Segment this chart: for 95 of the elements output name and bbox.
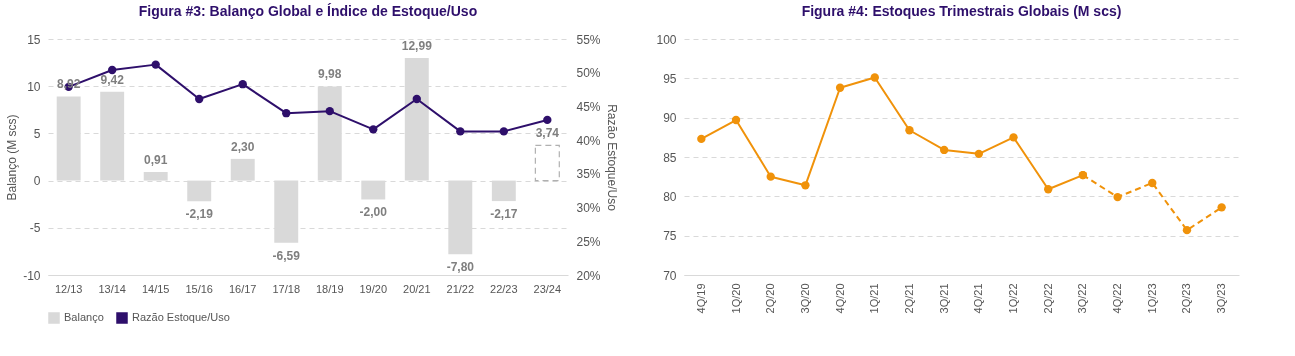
y2-tick-label: 35% [576, 167, 601, 182]
data-label: -2,00 [359, 205, 388, 220]
data-label: -6,59 [272, 248, 301, 263]
chart-title: Figura #4: Estoques Trimestrais Globais (M scs) [801, 3, 1122, 19]
x-tick-label: 21/22 [446, 282, 475, 295]
x-tick-label: 2Q/20 [764, 283, 777, 314]
y-tick-label: 0 [33, 174, 41, 189]
x-tick-label: 4Q/20 [833, 283, 846, 314]
point [1217, 203, 1226, 212]
x-tick-label: 19/20 [359, 282, 388, 295]
x-tick-label: 16/17 [228, 282, 257, 295]
point [1044, 185, 1053, 194]
point [195, 94, 204, 104]
chart-title: Figura #3: Balanço Global e Índice de Estoque/Uso [138, 3, 478, 19]
x-tick-label: 14/15 [141, 282, 170, 295]
point [939, 145, 949, 155]
point [499, 127, 508, 136]
point [974, 149, 984, 159]
x-tick-label: 4Q/22 [1111, 283, 1124, 314]
point [870, 73, 879, 82]
y2-tick-label: 45% [576, 99, 601, 114]
y-tick-label: 70 [663, 268, 677, 283]
point [108, 65, 117, 75]
x-tick-label: 2Q/21 [902, 283, 915, 314]
y-tick-label: -10 [23, 268, 41, 283]
y-tick-label: 90 [663, 111, 677, 126]
data-label: 3,74 [535, 126, 560, 141]
x-tick-label: 3Q/21 [937, 283, 950, 314]
data-label: 9,98 [318, 67, 342, 82]
x-tick-label: 1Q/20 [729, 283, 742, 314]
y2-tick-label: 20% [576, 268, 601, 283]
y2-tick-label: 40% [576, 133, 601, 148]
y-tick-label: 15 [27, 32, 41, 47]
x-tick-label: 3Q/20 [798, 283, 811, 314]
x-tick-label: 22/23 [490, 282, 518, 295]
x-tick-label: 3Q/22 [1076, 283, 1089, 314]
y-tick-label: 10 [27, 79, 41, 94]
x-tick-label: 1Q/23 [1145, 283, 1158, 314]
x-tick-label: 2Q/23 [1180, 283, 1193, 314]
y-tick-label: -5 [29, 221, 41, 236]
y-tick-label: 95 [663, 71, 677, 86]
point [412, 94, 421, 104]
y-tick-label: 80 [663, 189, 677, 204]
data-label: 0,91 [144, 153, 168, 168]
point [151, 60, 160, 69]
y2-tick-label: 30% [576, 201, 601, 216]
y-tick-label: 75 [663, 229, 677, 244]
x-tick-label: 4Q/19 [694, 283, 707, 314]
x-tick-label: 17/18 [272, 282, 301, 295]
x-tick-label: 3Q/23 [1215, 283, 1228, 314]
point [1009, 133, 1018, 142]
point [731, 115, 741, 125]
y-axis-title: Balanço (M scs) [5, 114, 20, 201]
x-tick-label: 23/24 [533, 282, 562, 295]
y-tick-label: 5 [33, 126, 41, 141]
x-tick-label: 1Q/22 [1007, 283, 1020, 314]
point [697, 134, 706, 144]
y-tick-label: 100 [656, 32, 677, 47]
x-tick-label: 12/13 [54, 282, 83, 295]
legend-label: Razão Estoque/Uso [132, 311, 230, 323]
x-tick-label: 2Q/22 [1041, 283, 1054, 314]
point [766, 172, 775, 181]
y2-tick-label: 50% [576, 66, 601, 81]
point [1078, 170, 1088, 180]
legend-label: Balanço [64, 311, 104, 323]
point [1148, 178, 1157, 188]
point [1182, 225, 1192, 235]
bar [274, 180, 299, 243]
y2-axis-title: Razão Estoque/Uso [604, 104, 619, 212]
data-label: 2,30 [231, 139, 255, 154]
point [835, 83, 845, 92]
point [325, 106, 334, 116]
data-label: -2,17 [490, 207, 518, 222]
y-tick-label: 85 [663, 150, 677, 165]
data-label: -2,19 [185, 207, 214, 222]
point [1113, 192, 1122, 202]
y2-tick-label: 55% [576, 32, 601, 47]
data-label: 12,99 [401, 38, 433, 53]
x-tick-label: 1Q/21 [868, 283, 881, 314]
x-tick-label: 13/14 [98, 282, 126, 295]
y2-tick-label: 25% [576, 234, 601, 249]
bar [534, 144, 560, 182]
point [369, 125, 378, 134]
data-label: 9,42 [100, 72, 125, 87]
data-label: -7,80 [446, 260, 475, 275]
x-tick-label: 15/16 [185, 282, 213, 295]
point [238, 80, 247, 89]
point [905, 126, 914, 135]
x-tick-label: 18/19 [315, 282, 344, 295]
point [543, 115, 552, 125]
point [456, 127, 465, 136]
point [282, 109, 291, 118]
x-tick-label: 20/21 [403, 282, 431, 295]
point [801, 181, 810, 190]
x-tick-label: 4Q/21 [972, 283, 985, 314]
